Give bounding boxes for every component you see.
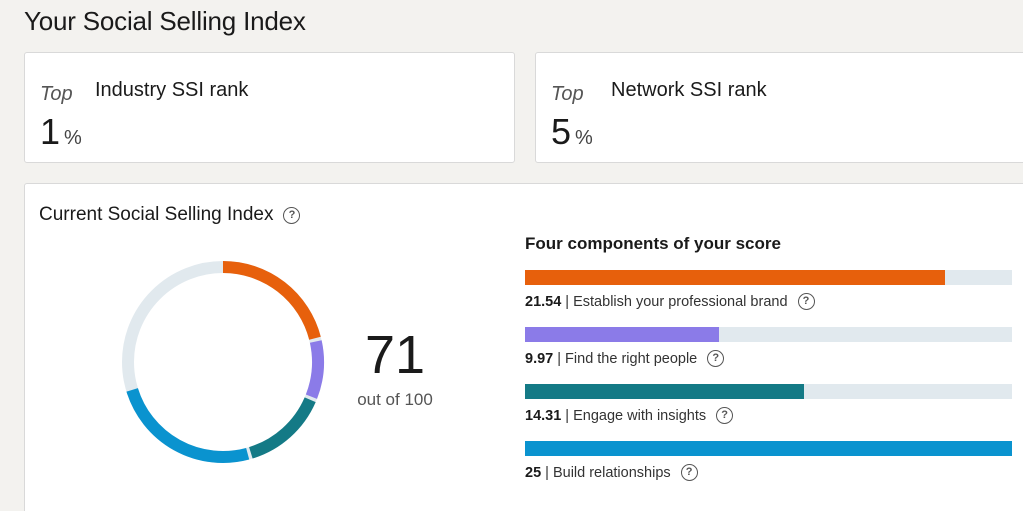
component-bar-track [525, 441, 1012, 456]
current-ssi-title-text: Current Social Selling Index [39, 204, 274, 225]
component-bar-fill [525, 270, 945, 285]
ssi-score-subtitle: out of 100 [357, 390, 433, 409]
component-name: Establish your professional brand [573, 293, 788, 310]
component-value: 14.31 [525, 407, 562, 424]
network-rank-label: Network SSI rank [611, 79, 767, 101]
component-value: 9.97 [525, 350, 554, 367]
component-bar-fill [525, 441, 1012, 456]
component-name: Engage with insights [573, 407, 707, 424]
component-people: 9.97 | Find the right people ? [525, 327, 1013, 367]
network-rank-top-label: Top [551, 83, 584, 105]
industry-rank-label: Industry SSI rank [95, 79, 249, 101]
industry-rank-top-label: Top [40, 83, 73, 105]
donut-segment-0 [222, 261, 321, 340]
network-rank-value: 5% [551, 111, 593, 153]
industry-rank-unit: % [64, 127, 82, 149]
components-title: Four components of your score [525, 234, 781, 253]
ssi-score: 71 [364, 325, 426, 385]
component-bar-fill [525, 384, 804, 399]
industry-rank-value: 1% [40, 111, 82, 153]
component-separator: | [545, 464, 549, 481]
page-title: Your Social Selling Index [24, 6, 306, 36]
component-label: 25 | Build relationships ? [525, 464, 1013, 481]
donut-segment-3 [126, 387, 250, 463]
component-insights: 14.31 | Engage with insights ? [525, 384, 1013, 424]
component-separator: | [565, 407, 570, 424]
component-bar-fill [525, 327, 720, 342]
current-ssi-title: Current Social Selling Index ? [39, 204, 301, 226]
network-rank-card: Top Network SSI rank 5% [535, 52, 1023, 163]
donut-segment-2 [248, 397, 316, 459]
help-icon[interactable]: ? [797, 293, 815, 310]
help-icon[interactable]: ? [283, 206, 301, 224]
current-ssi-panel: Current Social Selling Index ? 71 out of… [24, 183, 1023, 511]
component-label: 21.54 | Establish your professional bran… [525, 293, 1013, 310]
component-value: 21.54 [525, 293, 562, 310]
component-bar-track [525, 270, 1012, 285]
component-value: 25 [525, 464, 542, 481]
component-label: 14.31 | Engage with insights ? [525, 407, 1013, 424]
industry-rank-number: 1 [40, 111, 61, 152]
component-name: Build relationships [552, 464, 671, 481]
component-bar-track [525, 384, 1012, 399]
donut-segment-1 [305, 340, 324, 399]
network-rank-unit: % [575, 127, 593, 149]
ssi-donut-chart [122, 261, 324, 463]
component-bar-track [525, 327, 1012, 342]
component-brand: 21.54 | Establish your professional bran… [525, 270, 1013, 310]
component-name: Find the right people [565, 350, 698, 367]
component-relationships: 25 | Build relationships ? [525, 441, 1013, 481]
network-rank-number: 5 [551, 111, 572, 152]
component-separator: | [565, 293, 570, 310]
industry-rank-card: Top Industry SSI rank 1% [24, 52, 515, 163]
help-icon[interactable]: ? [716, 407, 734, 424]
help-icon[interactable]: ? [680, 464, 698, 481]
component-label: 9.97 | Find the right people ? [525, 350, 1013, 367]
component-separator: | [557, 350, 562, 367]
help-icon[interactable]: ? [707, 350, 725, 367]
